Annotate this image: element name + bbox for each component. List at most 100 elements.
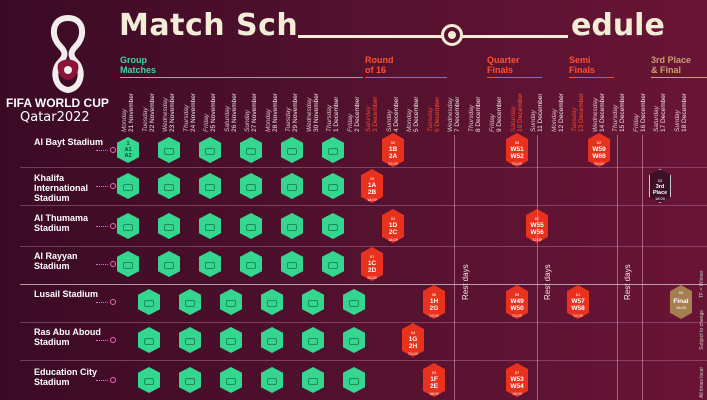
- match-icon: [328, 184, 338, 191]
- weekday: Sunday: [530, 109, 537, 132]
- day: 7 December: [454, 96, 461, 132]
- knockout-match-slot[interactable]: 53 1F 2E 18:00: [423, 363, 445, 397]
- group-match-slot[interactable]: [261, 289, 283, 315]
- row-separator: [20, 205, 707, 206]
- group-match-slot[interactable]: [281, 251, 303, 277]
- match-icon: [308, 378, 318, 385]
- group-match-slot[interactable]: [158, 173, 180, 199]
- third-place-match-slot[interactable]: 63 3rd Place 18:00: [649, 169, 671, 203]
- knockout-match-slot[interactable]: 49 1A 2B 18:00: [361, 169, 383, 203]
- day: 10 December: [517, 92, 524, 132]
- match-icon: [287, 184, 297, 191]
- group-match-slot[interactable]: [322, 213, 344, 239]
- group-match-slot[interactable]: [179, 367, 201, 393]
- match-icon: [205, 224, 215, 231]
- knockout-match-slot[interactable]: 52 1D 2C 18:00: [382, 209, 404, 243]
- group-match-slot[interactable]: [240, 137, 262, 163]
- group-match-slot[interactable]: [117, 173, 139, 199]
- match-icon: [123, 184, 133, 191]
- opening-match-slot[interactable]: 1 A1 A2: [117, 137, 139, 163]
- group-match-slot[interactable]: [322, 251, 344, 277]
- group-match-slot[interactable]: [220, 327, 242, 353]
- stage-group: Group Matches: [120, 55, 157, 75]
- group-match-slot[interactable]: [199, 251, 221, 277]
- weekday: Thursday: [612, 104, 619, 132]
- match-icon: [164, 262, 174, 269]
- match-icon: [267, 300, 277, 307]
- date-column-label: Tuesday 6 December: [427, 97, 441, 132]
- knockout-l1: 1H: [429, 298, 439, 305]
- day: 18 December: [681, 92, 688, 132]
- knockout-match-slot[interactable]: 50 1B 2A 22:00: [382, 133, 404, 167]
- stadium-leader-line: [96, 226, 108, 227]
- group-match-slot[interactable]: [220, 289, 242, 315]
- knockout-l1: W51: [510, 146, 524, 153]
- knockout-match-slot[interactable]: 54 1G 2H 22:00: [402, 323, 424, 357]
- stadium-leader-line: [96, 186, 108, 187]
- group-match-slot[interactable]: [281, 137, 303, 163]
- knockout-match-slot[interactable]: 51 1C 2D 22:00: [361, 247, 383, 281]
- stadium-leader-line: [96, 150, 108, 151]
- knockout-match-slot[interactable]: 59 W49 W50 22:00: [506, 285, 528, 319]
- final-num: 64: [678, 290, 684, 295]
- group-match-slot[interactable]: [158, 251, 180, 277]
- group-match-slot[interactable]: [179, 327, 201, 353]
- knockout-match-slot[interactable]: 56 1H 2G 22:00: [423, 285, 445, 319]
- group-match-slot[interactable]: [240, 173, 262, 199]
- final-match-slot[interactable]: 64 Final 18:00: [670, 285, 692, 319]
- group-match-slot[interactable]: [240, 213, 262, 239]
- group-match-slot[interactable]: [343, 327, 365, 353]
- knockout-l2: W60: [592, 153, 606, 160]
- opening-match-b: A2: [124, 153, 132, 159]
- group-match-slot[interactable]: [322, 173, 344, 199]
- match-icon: [226, 300, 236, 307]
- group-match-slot[interactable]: [302, 367, 324, 393]
- group-match-slot[interactable]: [261, 327, 283, 353]
- stadium-marker-icon: [110, 261, 116, 267]
- group-match-slot[interactable]: [220, 367, 242, 393]
- rest-days-label: Rest days: [623, 264, 632, 300]
- group-match-slot[interactable]: [302, 289, 324, 315]
- knockout-l2: 2A: [388, 153, 398, 160]
- match-icon: [246, 148, 256, 155]
- day: 12 December: [558, 92, 565, 132]
- group-match-slot[interactable]: [138, 289, 160, 315]
- group-match-slot[interactable]: [117, 213, 139, 239]
- group-match-slot[interactable]: [343, 367, 365, 393]
- match-icon: [164, 224, 174, 231]
- group-match-slot[interactable]: [281, 173, 303, 199]
- knockout-match-slot[interactable]: 57 W53 W54 18:00: [506, 363, 528, 397]
- group-match-slot[interactable]: [322, 137, 344, 163]
- group-match-slot[interactable]: [199, 173, 221, 199]
- knockout-time: 22:00: [387, 161, 398, 166]
- group-match-slot[interactable]: [199, 213, 221, 239]
- group-match-slot[interactable]: [179, 289, 201, 315]
- side-note: TF = Winner: [699, 270, 705, 298]
- weekday: Tuesday: [285, 107, 292, 132]
- group-match-slot[interactable]: [158, 137, 180, 163]
- group-match-slot[interactable]: [158, 213, 180, 239]
- knockout-match-slot[interactable]: 58 W51 W52 22:00: [506, 133, 528, 167]
- third-place-num: 63: [657, 178, 663, 183]
- group-match-slot[interactable]: [343, 289, 365, 315]
- group-match-slot[interactable]: [138, 367, 160, 393]
- match-icon: [328, 148, 338, 155]
- group-match-slot[interactable]: [261, 367, 283, 393]
- group-match-slot[interactable]: [117, 251, 139, 277]
- group-match-slot[interactable]: [240, 251, 262, 277]
- group-match-slot[interactable]: [138, 327, 160, 353]
- weekday: Thursday: [468, 104, 475, 132]
- knockout-match-slot[interactable]: 62 W59 W60 22:00: [588, 133, 610, 167]
- stage-final-line: [651, 77, 707, 78]
- stage-final: 3rd Place & Final: [651, 55, 692, 75]
- knockout-match-slot[interactable]: 61 W57 W58 22:00: [567, 285, 589, 319]
- knockout-time: 22:00: [511, 313, 522, 318]
- match-icon: [246, 262, 256, 269]
- date-column-label: Sunday 27 November: [244, 93, 258, 132]
- group-match-slot[interactable]: [281, 213, 303, 239]
- day: 24 November: [190, 92, 197, 132]
- match-icon: [308, 338, 318, 345]
- group-match-slot[interactable]: [199, 137, 221, 163]
- group-match-slot[interactable]: [302, 327, 324, 353]
- stadium-name: Khalifa International Stadium: [34, 173, 89, 203]
